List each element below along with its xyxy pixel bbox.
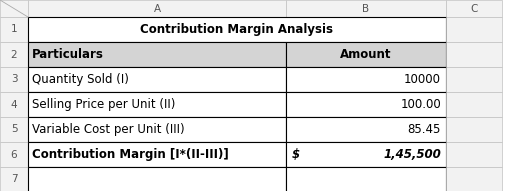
Text: Contribution Margin Analysis: Contribution Margin Analysis [141,23,334,36]
Bar [286,42,446,67]
Bar [286,0,446,17]
Text: B: B [362,3,370,14]
Bar [28,117,286,142]
Bar [0,167,28,191]
Bar [446,42,502,67]
Text: 5: 5 [11,125,17,134]
Text: Quantity Sold (I): Quantity Sold (I) [32,73,129,86]
Bar [446,67,502,92]
Bar [286,142,446,167]
Bar [28,92,286,117]
Text: Particulars: Particulars [32,48,104,61]
Bar [28,142,286,167]
Bar [0,67,28,92]
Bar [0,117,28,142]
Bar [286,167,446,191]
Bar [0,42,28,67]
Text: 4: 4 [11,100,17,109]
Bar [446,117,502,142]
Bar [446,142,502,167]
Text: 85.45: 85.45 [407,123,441,136]
Bar [28,42,286,67]
Bar [0,142,28,167]
Text: Selling Price per Unit (II): Selling Price per Unit (II) [32,98,175,111]
Text: 100.00: 100.00 [400,98,441,111]
Bar [28,167,286,191]
Bar [0,92,28,117]
Bar [446,0,502,17]
Bar [28,67,286,92]
Bar [286,92,446,117]
Text: $: $ [292,148,300,161]
Text: Contribution Margin [I*(II-III)]: Contribution Margin [I*(II-III)] [32,148,229,161]
Bar [446,92,502,117]
Text: Variable Cost per Unit (III): Variable Cost per Unit (III) [32,123,185,136]
Text: C: C [470,3,477,14]
Bar [286,67,446,92]
Text: A: A [154,3,160,14]
Bar [28,17,446,42]
Text: 1: 1 [11,24,17,35]
Bar [0,17,28,42]
Bar [0,0,28,17]
Text: 3: 3 [11,74,17,84]
Text: 10000: 10000 [404,73,441,86]
Text: 2: 2 [11,49,17,60]
Text: 6: 6 [11,150,17,159]
Text: 1,45,500: 1,45,500 [383,148,441,161]
Bar [446,167,502,191]
Text: 7: 7 [11,175,17,185]
Bar [446,17,502,42]
Bar [286,117,446,142]
Text: Amount: Amount [340,48,392,61]
Bar [28,0,286,17]
